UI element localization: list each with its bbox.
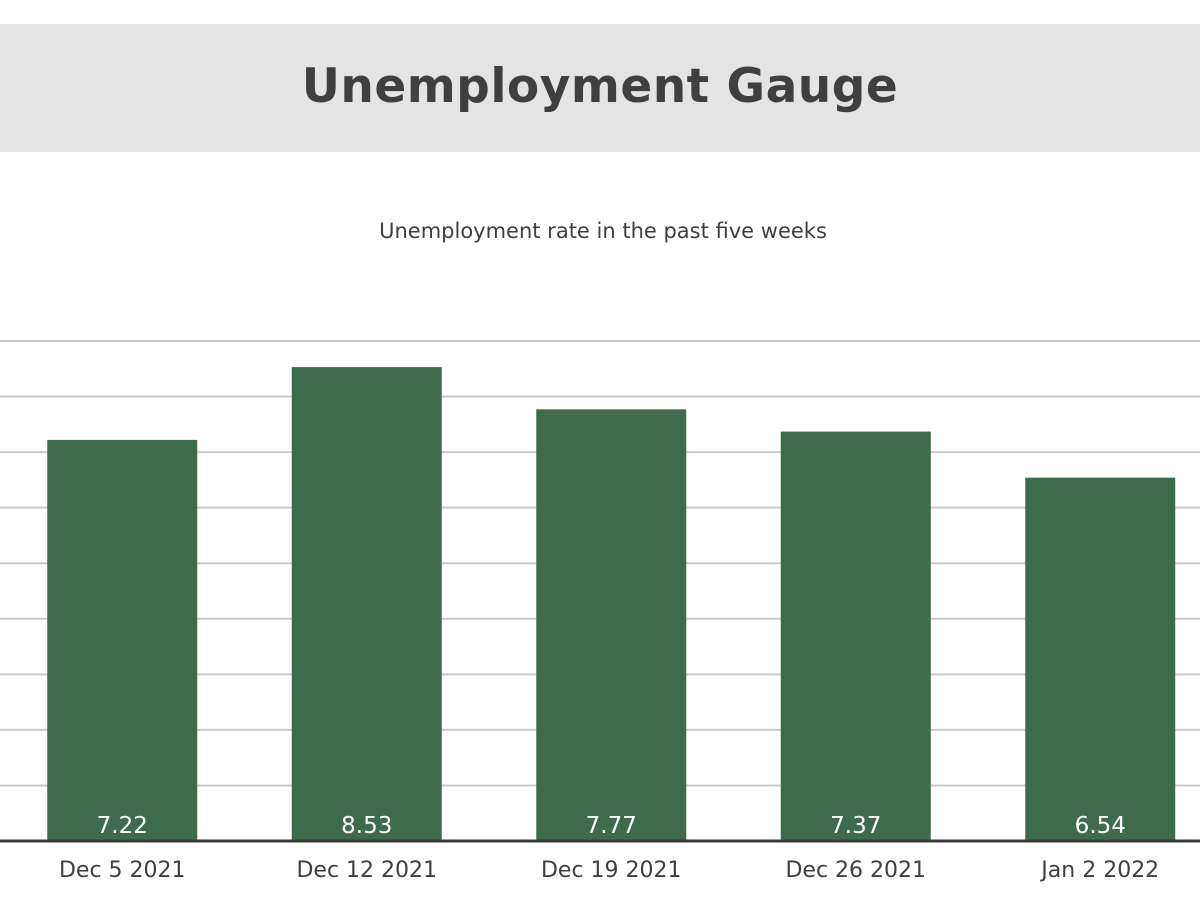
bar[interactable] [291, 367, 442, 841]
page-title: Unemployment Gauge [301, 58, 899, 114]
x-tick-label: Dec 5 2021 [59, 858, 186, 883]
x-tick-label: Dec 12 2021 [296, 858, 437, 883]
bar-value-label: 6.54 [1075, 813, 1126, 839]
bar-value-label: 7.37 [830, 813, 881, 839]
x-axis-tick-labels: Dec 5 2021 Dec 12 2021 Dec 19 2021 Dec 26 2… [59, 858, 1159, 883]
x-tick-label: Jan 2 2022 [1039, 858, 1159, 883]
x-tick-label: Dec 19 2021 [541, 858, 682, 883]
bar-value-labels: 7.22 8.53 7.77 7.37 6.54 [97, 813, 1126, 839]
bar[interactable] [47, 439, 198, 841]
bar[interactable] [536, 409, 687, 841]
header-banner: Unemployment Gauge [0, 24, 1200, 152]
bar-value-label: 7.22 [97, 813, 148, 839]
bar-value-label: 8.53 [341, 813, 392, 839]
bar[interactable] [780, 431, 931, 841]
bar[interactable] [1025, 477, 1176, 841]
x-tick-label: Dec 26 2021 [785, 858, 926, 883]
bar-value-label: 7.77 [586, 813, 637, 839]
chart-subtitle: Unemployment rate in the past five weeks [379, 219, 827, 243]
bars [47, 367, 1176, 841]
